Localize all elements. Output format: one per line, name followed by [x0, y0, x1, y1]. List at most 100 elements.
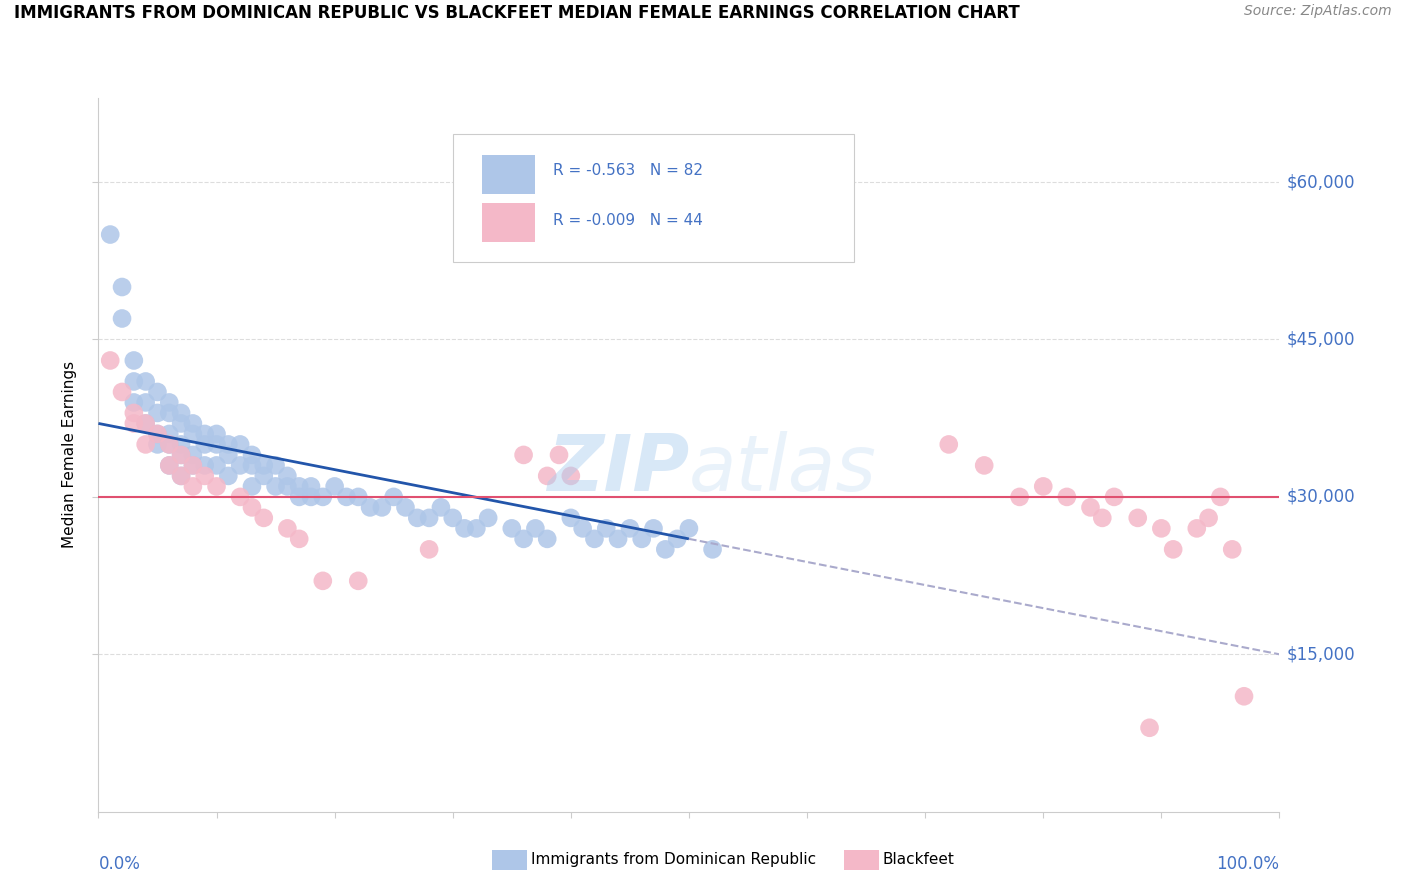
FancyBboxPatch shape	[482, 155, 536, 194]
Point	[312, 490, 335, 504]
Point	[973, 458, 995, 473]
Text: Immigrants from Dominican Republic: Immigrants from Dominican Republic	[531, 853, 817, 867]
Point	[1091, 511, 1114, 525]
Point	[122, 375, 145, 389]
Point	[194, 458, 217, 473]
Point	[170, 417, 193, 431]
Point	[938, 437, 960, 451]
Point	[1008, 490, 1031, 504]
Text: $30,000: $30,000	[1286, 488, 1355, 506]
Point	[1080, 500, 1102, 515]
Point	[702, 542, 724, 557]
Point	[264, 479, 287, 493]
Point	[276, 469, 298, 483]
Point	[170, 437, 193, 451]
Point	[181, 458, 204, 473]
Point	[217, 448, 239, 462]
Point	[170, 469, 193, 483]
Point	[135, 437, 157, 451]
Point	[654, 542, 676, 557]
Point	[288, 532, 311, 546]
Point	[1056, 490, 1078, 504]
Point	[122, 406, 145, 420]
Point	[157, 395, 180, 409]
Point	[571, 521, 593, 535]
Point	[1198, 511, 1220, 525]
Point	[371, 500, 394, 515]
Point	[1032, 479, 1054, 493]
Point	[595, 521, 617, 535]
Point	[194, 469, 217, 483]
Point	[157, 458, 180, 473]
Point	[194, 426, 217, 441]
Point	[205, 458, 228, 473]
Point	[347, 490, 370, 504]
Point	[111, 280, 134, 294]
Point	[217, 469, 239, 483]
Point	[512, 448, 534, 462]
Point	[1185, 521, 1208, 535]
Point	[299, 479, 322, 493]
Text: ZIP: ZIP	[547, 431, 689, 508]
Point	[253, 511, 276, 525]
Point	[477, 511, 499, 525]
Point	[335, 490, 357, 504]
Point	[524, 521, 547, 535]
Point	[157, 437, 180, 451]
Text: R = -0.563   N = 82: R = -0.563 N = 82	[553, 163, 703, 178]
Point	[583, 532, 606, 546]
Point	[560, 511, 582, 525]
FancyBboxPatch shape	[453, 134, 855, 262]
Point	[146, 426, 169, 441]
Point	[276, 521, 298, 535]
Text: Source: ZipAtlas.com: Source: ZipAtlas.com	[1244, 4, 1392, 19]
Point	[111, 384, 134, 399]
Point	[512, 532, 534, 546]
Point	[323, 479, 346, 493]
Point	[111, 311, 134, 326]
Point	[536, 532, 558, 546]
Point	[1150, 521, 1173, 535]
Point	[441, 511, 464, 525]
Point	[146, 437, 169, 451]
Point	[181, 426, 204, 441]
Point	[536, 469, 558, 483]
Point	[288, 490, 311, 504]
Point	[359, 500, 381, 515]
Point	[98, 227, 121, 242]
Point	[157, 437, 180, 451]
Point	[122, 353, 145, 368]
Point	[135, 395, 157, 409]
Point	[98, 353, 121, 368]
Point	[288, 479, 311, 493]
Point	[135, 375, 157, 389]
Point	[205, 426, 228, 441]
Point	[299, 490, 322, 504]
FancyBboxPatch shape	[482, 203, 536, 243]
Point	[1233, 690, 1256, 704]
Text: $60,000: $60,000	[1286, 173, 1355, 191]
Point	[122, 395, 145, 409]
Point	[418, 542, 440, 557]
Point	[194, 437, 217, 451]
Point	[146, 406, 169, 420]
Point	[146, 384, 169, 399]
Point	[240, 458, 263, 473]
Point	[312, 574, 335, 588]
Point	[347, 574, 370, 588]
Point	[170, 406, 193, 420]
Text: IMMIGRANTS FROM DOMINICAN REPUBLIC VS BLACKFEET MEDIAN FEMALE EARNINGS CORRELATI: IMMIGRANTS FROM DOMINICAN REPUBLIC VS BL…	[14, 4, 1019, 22]
Point	[146, 426, 169, 441]
Text: Blackfeet: Blackfeet	[883, 853, 955, 867]
Point	[406, 511, 429, 525]
Point	[382, 490, 405, 504]
Point	[157, 426, 180, 441]
Point	[181, 417, 204, 431]
Point	[264, 458, 287, 473]
Point	[666, 532, 689, 546]
Point	[560, 469, 582, 483]
Text: R = -0.009   N = 44: R = -0.009 N = 44	[553, 213, 703, 228]
Point	[170, 448, 193, 462]
Point	[548, 448, 571, 462]
Point	[1161, 542, 1184, 557]
